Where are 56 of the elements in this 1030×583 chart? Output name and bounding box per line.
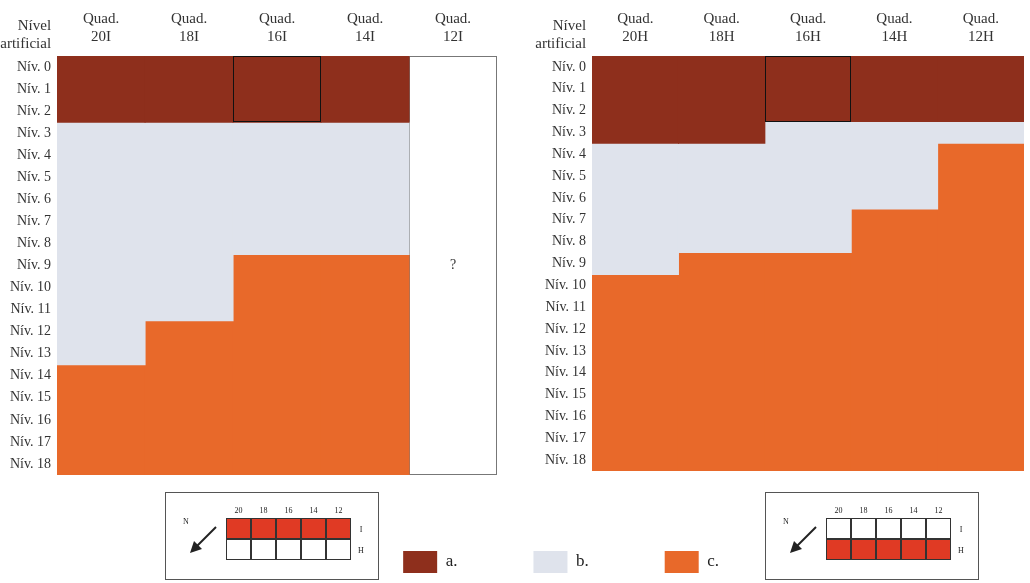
y-tick-label: Nív. 13 bbox=[10, 345, 52, 361]
y-tick-label: Nív. 4 bbox=[17, 146, 52, 162]
y-tick-label: Nív. 5 bbox=[552, 167, 587, 183]
y-tick-label: Nív. 17 bbox=[10, 433, 52, 449]
x-tick-label: Quad. 12I bbox=[434, 9, 472, 44]
x-tick-label: Quad. 12H bbox=[962, 9, 999, 44]
y-tick-label: Nív. 11 bbox=[545, 298, 587, 314]
x-tick-label: Quad. 20H bbox=[617, 9, 654, 44]
y-tick-label: Nív. 16 bbox=[10, 411, 52, 427]
y-axis-title: Nível artificial bbox=[0, 17, 52, 51]
x-tick-label: Quad. 16I bbox=[258, 9, 296, 44]
legend-label: c. bbox=[707, 551, 719, 571]
y-tick-label: Nív. 3 bbox=[17, 124, 52, 140]
y-tick-label: Nív. 9 bbox=[17, 257, 52, 273]
y-tick-label: Nív. 13 bbox=[545, 342, 587, 358]
y-tick-label: Nív. 6 bbox=[17, 191, 52, 207]
x-tick-label: Quad. 14H bbox=[876, 9, 913, 44]
x-tick-label: Quad. 20I bbox=[82, 9, 120, 44]
y-tick-label: Nív. 16 bbox=[545, 408, 587, 424]
grid-key-diagram: N 20 18 16 14 12 I H bbox=[165, 492, 379, 580]
y-tick-label: Nív. 11 bbox=[10, 301, 52, 317]
y-tick-label: Nív. 7 bbox=[552, 211, 587, 227]
y-tick-label: Nív. 18 bbox=[545, 451, 587, 467]
y-tick-label: Nív. 14 bbox=[545, 364, 587, 380]
y-tick-label: Nív. 8 bbox=[17, 235, 52, 251]
y-tick-label: Nív. 0 bbox=[17, 58, 52, 74]
x-tick-label: Quad. 16H bbox=[789, 9, 827, 44]
x-tick-label: Quad. 18H bbox=[703, 9, 740, 44]
y-axis-title: Nível artificial bbox=[535, 17, 587, 51]
y-tick-label: Nív. 2 bbox=[552, 102, 587, 118]
y-tick-label: Nív. 10 bbox=[10, 279, 52, 295]
y-tick-label: Nív. 10 bbox=[545, 277, 587, 293]
y-tick-label: Nív. 7 bbox=[17, 213, 52, 229]
y-tick-label: Nív. 4 bbox=[552, 145, 587, 161]
y-tick-label: Nív. 0 bbox=[552, 58, 587, 74]
y-tick-label: Nív. 17 bbox=[545, 429, 587, 445]
y-tick-label: Nív. 12 bbox=[545, 320, 587, 336]
y-tick-label: Nív. 8 bbox=[552, 233, 587, 249]
legend-label: a. bbox=[445, 551, 458, 571]
legend-label: b. bbox=[575, 551, 589, 571]
data-label: ? bbox=[449, 257, 457, 273]
y-tick-label: Nív. 15 bbox=[545, 386, 587, 402]
y-tick-label: Nív. 5 bbox=[17, 168, 52, 184]
y-tick-label: Nív. 2 bbox=[17, 102, 52, 118]
x-tick-label: Quad. 14I bbox=[346, 9, 384, 44]
y-tick-label: Nív. 1 bbox=[17, 80, 52, 96]
grid-key-diagram: N 20 18 16 14 12 I H bbox=[765, 492, 979, 580]
y-tick-label: Nív. 12 bbox=[10, 323, 52, 339]
x-tick-label: Quad. 18I bbox=[170, 9, 208, 44]
y-tick-label: Nív. 9 bbox=[552, 255, 587, 271]
y-tick-label: Nív. 18 bbox=[10, 455, 52, 471]
y-tick-label: Nív. 1 bbox=[552, 80, 587, 96]
y-tick-label: Nív. 3 bbox=[552, 124, 587, 140]
y-tick-label: Nív. 6 bbox=[552, 189, 587, 205]
y-tick-label: Nív. 14 bbox=[10, 367, 52, 383]
y-tick-label: Nív. 15 bbox=[10, 389, 52, 405]
